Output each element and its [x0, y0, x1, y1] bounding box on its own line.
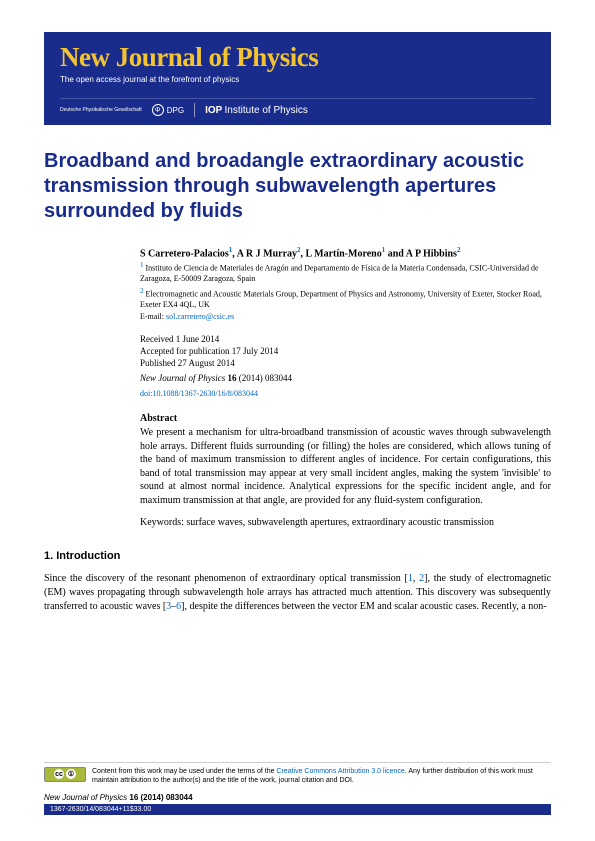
abstract-text: We present a mechanism for ultra-broadba… [140, 426, 551, 507]
citation-journal: New Journal of Physics [140, 373, 225, 383]
footer-citation: New Journal of Physics 16 (2014) 083044 [44, 793, 551, 802]
footer-bar: 1367-2630/14/083044+11$33.00 [44, 804, 551, 815]
cc-by-icon: cc① [44, 767, 86, 782]
dpg-fulltext: Deutsche Physikalische Gesellschaft [60, 107, 142, 113]
author: A P Hibbins [406, 248, 457, 259]
affil-sup[interactable]: 2 [457, 246, 461, 254]
date-published: Published 27 August 2014 [140, 357, 551, 369]
page-footer: cc① Content from this work may be used u… [44, 762, 551, 815]
author-list: S Carretero-Palacios1, A R J Murray2, L … [140, 246, 551, 259]
dpg-logo: Φ DPG [152, 104, 184, 116]
doi-link[interactable]: doi:10.1088/1367-2630/16/8/083044 [140, 389, 258, 398]
license-text: Content from this work may be used under… [92, 767, 551, 785]
banner-footer: Deutsche Physikalische Gesellschaft Φ DP… [60, 98, 535, 117]
journal-subtitle: The open access journal at the forefront… [60, 75, 535, 84]
iop-logo: IOP Institute of Physics [205, 105, 308, 116]
institute-label: Institute of Physics [225, 105, 308, 116]
metadata-block: S Carretero-Palacios1, A R J Murray2, L … [140, 246, 551, 528]
article-title: Broadband and broadangle extraordinary a… [44, 149, 551, 224]
author: A R J Murray [237, 248, 297, 259]
iop-label: IOP [205, 105, 222, 116]
pub-dates: Received 1 June 2014 Accepted for public… [140, 333, 551, 369]
email-line: E-mail: sol.carretero@csic.es [140, 312, 551, 322]
journal-banner: New Journal of Physics The open access j… [44, 32, 551, 125]
divider-icon [194, 103, 195, 117]
abstract-heading: Abstract [140, 413, 551, 424]
license-link[interactable]: Creative Commons Attribution 3.0 licence [276, 768, 404, 775]
author: S Carretero-Palacios [140, 248, 229, 259]
dpg-icon: Φ [152, 104, 164, 116]
dpg-label: DPG [167, 106, 184, 115]
affiliation: 1 Instituto de Ciencia de Materiales de … [140, 261, 551, 284]
section-heading: 1. Introduction [44, 550, 551, 562]
license-notice: cc① Content from this work may be used u… [44, 762, 551, 785]
abstract: Abstract We present a mechanism for ultr… [140, 413, 551, 507]
keywords: Keywords: surface waves, subwavelength a… [140, 517, 551, 528]
affiliation: 2 Electromagnetic and Acoustic Materials… [140, 287, 551, 310]
body-paragraph: Since the discovery of the resonant phen… [44, 572, 551, 614]
author: L Martín-Moreno [306, 248, 382, 259]
citation-line: New Journal of Physics 16 (2014) 083044 [140, 373, 551, 383]
doi-line: doi:10.1088/1367-2630/16/8/083044 [140, 383, 551, 401]
date-accepted: Accepted for publication 17 July 2014 [140, 345, 551, 357]
date-received: Received 1 June 2014 [140, 333, 551, 345]
author-email-link[interactable]: sol.carretero@csic.es [166, 312, 234, 321]
journal-title: New Journal of Physics [60, 42, 535, 73]
